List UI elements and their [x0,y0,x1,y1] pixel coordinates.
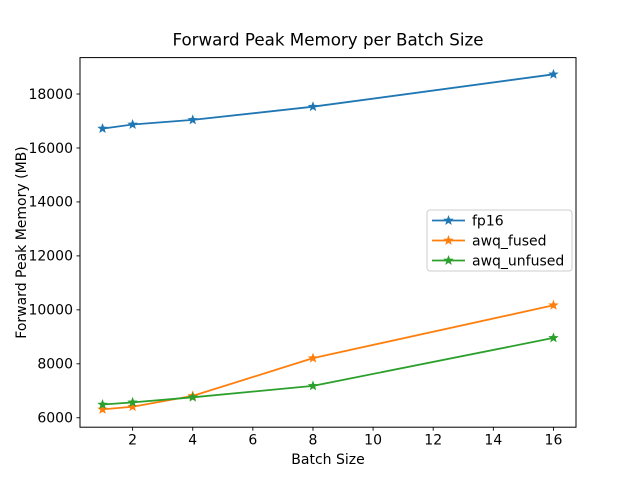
star-marker-awq_fused [97,403,108,414]
legend-label-fp16: fp16 [472,214,504,230]
legend-star-marker-awq_unfused [443,255,454,265]
star-marker-awq_fused [127,401,138,412]
star-marker-awq_fused [307,352,319,363]
x-tick-label: 14 [484,433,502,449]
star-marker-awq_unfused [548,332,559,343]
legend-star-marker-fp16 [443,215,454,225]
plot-border [79,57,577,428]
series-line-awq_fused [101,304,555,411]
star-marker-awq_unfused [127,396,138,407]
x-tick-label: 4 [188,433,197,449]
star-marker-awq_fused [548,299,559,310]
y-tick-label: 14000 [28,195,73,211]
star-marker-fp16 [97,123,108,133]
x-tick-label: 6 [248,433,257,449]
star-marker-fp16 [127,119,138,129]
x-tick-label: 16 [545,433,563,449]
star-marker-awq_unfused [97,399,108,409]
y-tick-label: 12000 [28,249,73,265]
y-tick-label: 10000 [28,303,73,319]
y-tick-label: 8000 [37,357,73,373]
legend-label-awq_unfused: awq_unfused [472,254,564,270]
star-marker-awq_unfused [187,391,198,402]
y-tick-label: 18000 [28,87,73,103]
x-tick-label: 8 [309,433,318,449]
series-line-fp16 [101,73,555,130]
x-tick-label: 10 [364,433,382,449]
chart-title: Forward Peak Memory per Batch Size [172,30,483,50]
x-tick-label: 12 [424,433,442,449]
y-tick-label: 6000 [37,411,73,427]
star-marker-fp16 [187,114,198,125]
star-marker-fp16 [307,101,319,112]
star-marker-awq_unfused [307,380,319,391]
x-axis-label: Batch Size [291,452,364,468]
series [97,68,559,414]
legend: fp16 awq_fused awq_unfused [426,209,573,272]
y-tick-label: 16000 [28,141,73,157]
legend-box [426,209,573,272]
y-axis-label: Forward Peak Memory (MB) [14,146,30,338]
axes: 2 4 6 8 10 12 14 16 6000 8000 10000 12000 14000 16000… [28,57,577,449]
series-line-awq_unfused [101,336,555,406]
legend-label-awq_fused: awq_fused [472,234,547,250]
legend-star-marker-awq_fused [443,235,454,245]
star-marker-fp16 [548,68,559,79]
x-tick-label: 2 [128,433,137,449]
